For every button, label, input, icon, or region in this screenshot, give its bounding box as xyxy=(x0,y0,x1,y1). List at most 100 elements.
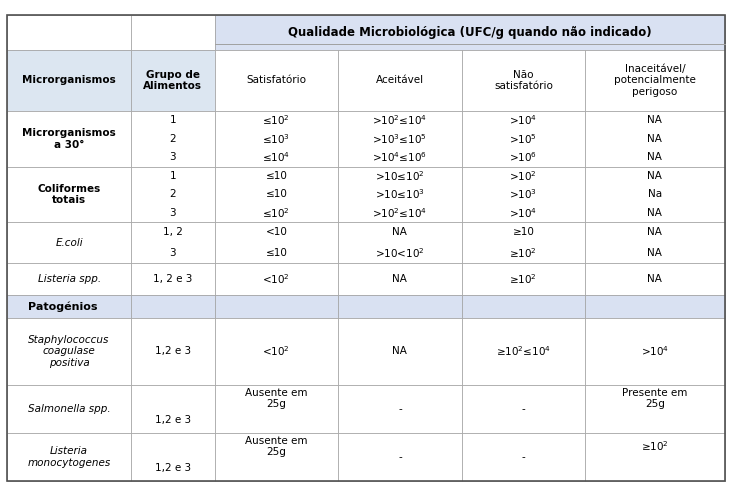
Text: 3: 3 xyxy=(169,208,176,218)
Text: 1,2 e 3: 1,2 e 3 xyxy=(154,346,191,356)
Text: ≥10$^{2}$: ≥10$^{2}$ xyxy=(641,439,669,453)
Bar xyxy=(585,50,725,111)
Text: 1: 1 xyxy=(169,115,176,125)
Text: Listeria spp.: Listeria spp. xyxy=(37,274,101,284)
Text: NA: NA xyxy=(648,171,662,181)
Bar xyxy=(338,318,462,385)
Text: >10<10$^{2}$: >10<10$^{2}$ xyxy=(375,246,425,260)
Text: Coliformes
totais: Coliformes totais xyxy=(37,184,101,205)
Bar xyxy=(338,166,462,222)
Text: 1, 2 e 3: 1, 2 e 3 xyxy=(153,274,193,284)
Bar xyxy=(585,166,725,222)
Bar xyxy=(7,111,131,166)
Text: Listeria
monocytogenes: Listeria monocytogenes xyxy=(28,446,111,468)
Text: NA: NA xyxy=(648,208,662,218)
Text: 3: 3 xyxy=(169,248,176,258)
Bar xyxy=(585,385,725,433)
Text: E.coli: E.coli xyxy=(56,238,83,247)
Bar xyxy=(131,318,214,385)
Bar xyxy=(214,166,338,222)
Text: ≤10$^{4}$: ≤10$^{4}$ xyxy=(262,150,291,164)
Bar xyxy=(585,263,725,295)
Text: NA: NA xyxy=(392,274,407,284)
Bar xyxy=(7,263,131,295)
Bar xyxy=(338,295,462,318)
Text: >10$^{4}$≤10$^{6}$: >10$^{4}$≤10$^{6}$ xyxy=(373,150,427,164)
Text: NA: NA xyxy=(648,134,662,144)
Bar xyxy=(7,15,131,50)
Text: Staphylococcus
coagulase
positiva: Staphylococcus coagulase positiva xyxy=(29,335,110,368)
Text: 1,2 e 3: 1,2 e 3 xyxy=(154,463,191,473)
Bar xyxy=(338,222,462,263)
Bar xyxy=(131,111,214,166)
Bar xyxy=(7,295,131,318)
Text: >10$^{4}$: >10$^{4}$ xyxy=(509,113,537,127)
Bar xyxy=(462,385,585,433)
Text: Microrganismos: Microrganismos xyxy=(22,76,116,85)
Bar xyxy=(585,433,725,481)
Text: Qualidade Microbiológica (UFC/g quando não indicado): Qualidade Microbiológica (UFC/g quando n… xyxy=(288,26,651,39)
Bar xyxy=(462,166,585,222)
Bar xyxy=(7,318,131,385)
Bar xyxy=(214,222,338,263)
Bar xyxy=(131,50,214,111)
Text: Aceitável: Aceitável xyxy=(376,76,424,85)
Text: >10$^{2}$: >10$^{2}$ xyxy=(509,169,537,183)
Text: ≥10: ≥10 xyxy=(512,227,534,237)
Text: Presente em
25g: Presente em 25g xyxy=(622,387,687,409)
Text: >10$^{3}$: >10$^{3}$ xyxy=(509,188,537,201)
Text: NA: NA xyxy=(392,346,407,356)
Bar xyxy=(131,15,214,50)
Bar xyxy=(7,433,131,481)
Bar xyxy=(7,385,131,433)
Bar xyxy=(462,111,585,166)
Text: 1, 2: 1, 2 xyxy=(163,227,183,237)
Bar xyxy=(462,263,585,295)
Bar xyxy=(131,166,214,222)
Text: ≥10$^{2}$≤10$^{4}$: ≥10$^{2}$≤10$^{4}$ xyxy=(496,345,551,358)
Text: ≥10$^{2}$: ≥10$^{2}$ xyxy=(509,246,537,260)
Text: 1: 1 xyxy=(169,171,176,181)
Bar xyxy=(214,263,338,295)
Text: 3: 3 xyxy=(169,152,176,163)
Bar xyxy=(7,50,131,111)
Bar xyxy=(462,295,585,318)
Text: Salmonella spp.: Salmonella spp. xyxy=(28,404,111,414)
Text: ≤10: ≤10 xyxy=(266,248,287,258)
Bar xyxy=(7,222,131,263)
Text: 1,2 e 3: 1,2 e 3 xyxy=(154,414,191,425)
Text: -: - xyxy=(398,404,402,414)
Bar xyxy=(131,295,214,318)
Bar xyxy=(131,222,214,263)
Text: 2: 2 xyxy=(169,190,176,199)
Text: Não
satisfatório: Não satisfatório xyxy=(494,70,553,91)
Bar xyxy=(131,263,214,295)
Text: -: - xyxy=(521,452,526,462)
Bar xyxy=(338,263,462,295)
Text: >10≤10$^{2}$: >10≤10$^{2}$ xyxy=(375,169,425,183)
Bar xyxy=(585,318,725,385)
Bar xyxy=(338,385,462,433)
Text: >10$^{6}$: >10$^{6}$ xyxy=(509,150,537,164)
Bar xyxy=(214,50,338,111)
Text: Na: Na xyxy=(648,190,662,199)
Text: >10$^{2}$≤10$^{4}$: >10$^{2}$≤10$^{4}$ xyxy=(373,113,427,127)
Bar xyxy=(131,433,214,481)
Bar xyxy=(585,295,725,318)
Bar xyxy=(214,111,338,166)
Text: -: - xyxy=(521,404,526,414)
Text: 2: 2 xyxy=(169,134,176,144)
Text: Satisfatório: Satisfatório xyxy=(247,76,306,85)
Text: >10≤10$^{3}$: >10≤10$^{3}$ xyxy=(375,188,425,201)
Bar xyxy=(462,318,585,385)
Text: Ausente em
25g: Ausente em 25g xyxy=(245,387,307,409)
Bar xyxy=(7,166,131,222)
Text: <10$^{2}$: <10$^{2}$ xyxy=(262,272,291,286)
Text: NA: NA xyxy=(648,227,662,237)
Text: <10: <10 xyxy=(266,227,287,237)
Bar xyxy=(462,50,585,111)
Bar xyxy=(214,295,338,318)
Text: ≥10$^{2}$: ≥10$^{2}$ xyxy=(509,272,537,286)
Text: NA: NA xyxy=(648,152,662,163)
Text: -: - xyxy=(398,452,402,462)
